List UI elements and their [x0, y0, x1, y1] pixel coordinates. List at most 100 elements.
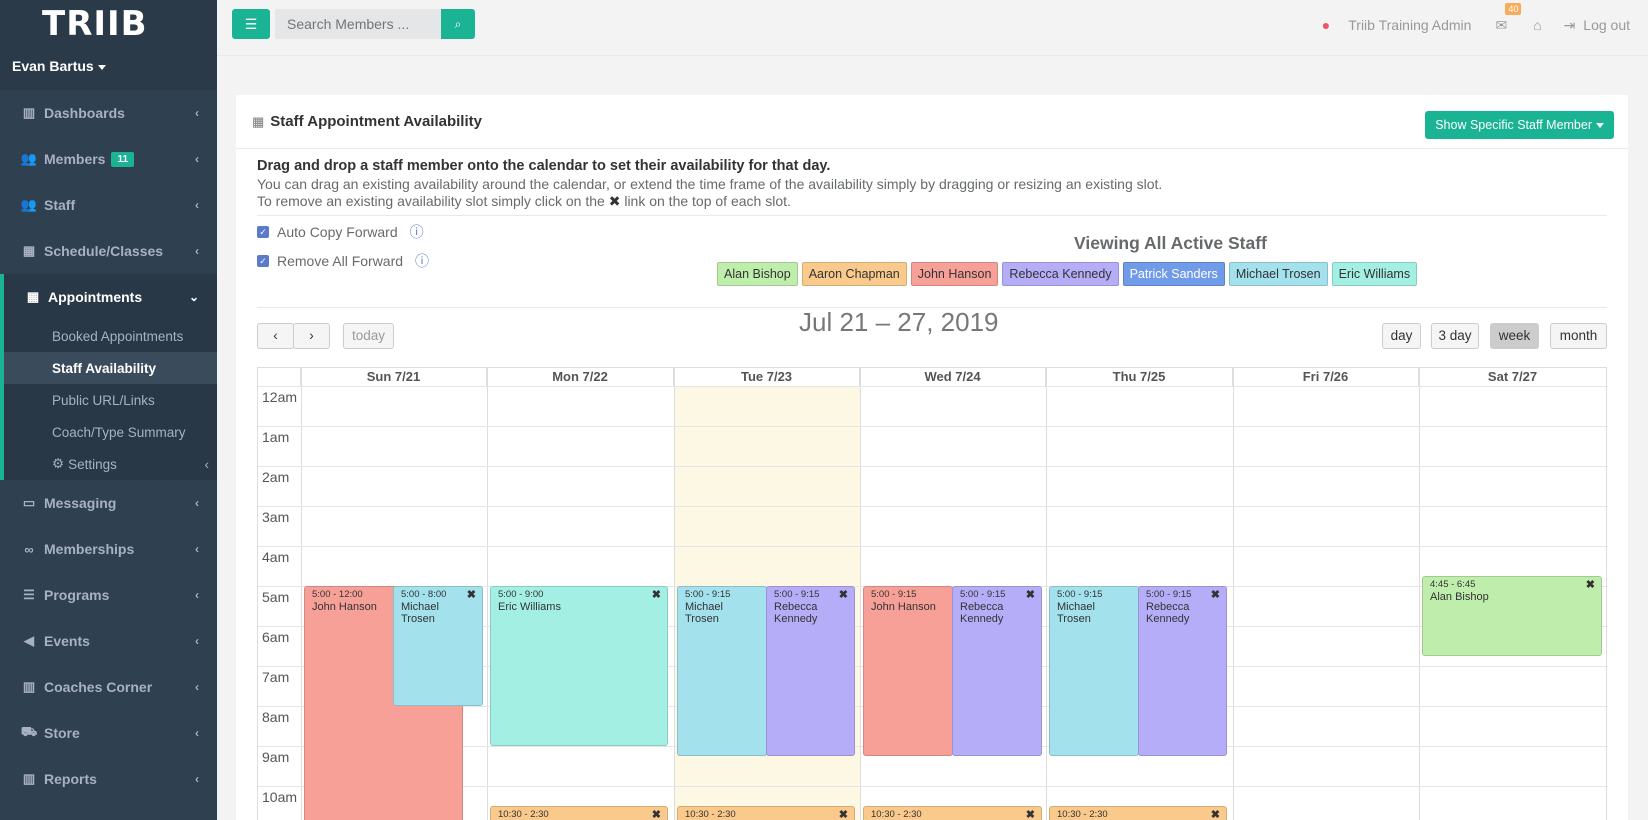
chevron-left-icon: ‹: [195, 588, 199, 602]
availability-slot[interactable]: 5:00 - 9:15 John Hanson: [863, 586, 953, 756]
slot-staff: Rebecca Kennedy: [960, 601, 1004, 625]
hour-label: 12am: [262, 389, 298, 405]
bar-chart-icon: ▥: [22, 105, 36, 120]
info-icon[interactable]: ⓘ: [409, 224, 424, 240]
caret-down-icon: [1596, 123, 1604, 129]
hour-row: 10am: [258, 786, 1608, 805]
sidebar-item-events[interactable]: ◀ Events ‹: [0, 618, 217, 664]
slot-time: 5:00 - 9:15: [871, 589, 917, 600]
remove-slot-icon[interactable]: ✖: [1585, 579, 1595, 591]
availability-slot[interactable]: ✖ 5:00 - 8:00 Michael Trosen: [393, 586, 483, 706]
admin-name[interactable]: Triib Training Admin: [1348, 17, 1472, 33]
slot-time: 5:00 - 9:15: [1146, 589, 1192, 600]
sidebar-item-label: Reports: [44, 771, 97, 787]
sidebar-item-label: Schedule/Classes: [44, 243, 164, 259]
today-button[interactable]: today: [343, 323, 394, 349]
next-week-button[interactable]: ›: [293, 323, 330, 349]
staff-chip-patrick-sanders[interactable]: Patrick Sanders: [1122, 262, 1225, 286]
menu-toggle-button[interactable]: ☰: [232, 9, 270, 39]
availability-slot[interactable]: ✖ 4:45 - 6:45 Alan Bishop: [1422, 576, 1602, 656]
panel-header: ▦ Staff Appointment Availability Show Sp…: [236, 95, 1628, 149]
divider: [257, 307, 1607, 308]
day-header: Tue 7/23: [674, 368, 860, 386]
remove-slot-icon[interactable]: ✖: [1025, 809, 1035, 820]
chevron-left-icon: ‹: [195, 772, 199, 786]
bullhorn-icon: ◀: [24, 633, 34, 648]
staff-chip-john-hanson[interactable]: John Hanson: [910, 262, 999, 286]
sidebar-item-programs[interactable]: ☰ Programs ‹: [0, 572, 217, 618]
staff-chip-alan-bishop[interactable]: Alan Bishop: [717, 262, 798, 286]
remove-slot-icon[interactable]: ✖: [1210, 809, 1220, 820]
inbox-icon: ▭: [22, 495, 36, 510]
day-header: Mon 7/22: [487, 368, 674, 386]
hour-label: 1am: [262, 429, 290, 445]
availability-slot[interactable]: ✖ 5:00 - 9:15 Rebecca Kennedy: [952, 586, 1042, 756]
mail-button[interactable]: ✉ 40: [1483, 2, 1522, 34]
sidebar-item-appointments[interactable]: ▦ Appointments ⌄: [0, 274, 217, 320]
hour-row: 3am: [258, 506, 1608, 525]
bar-chart-icon: ▥: [22, 771, 36, 786]
user-menu[interactable]: Evan Bartus: [12, 58, 106, 74]
search-button[interactable]: ⌕: [441, 9, 475, 39]
availability-slot[interactable]: ✖ 10:30 - 2:30: [490, 806, 668, 820]
submenu-settings[interactable]: ⚙ Settings ‹: [4, 448, 217, 480]
view-3day-button[interactable]: 3 day: [1431, 323, 1479, 349]
show-specific-staff-button[interactable]: Show Specific Staff Member: [1425, 111, 1614, 139]
sidebar-item-label: Appointments: [48, 289, 143, 305]
view-month-button[interactable]: month: [1550, 323, 1607, 349]
availability-slot[interactable]: ✖ 10:30 - 2:30: [677, 806, 855, 820]
view-week-button[interactable]: week: [1490, 323, 1539, 349]
sidebar-item-schedule[interactable]: ▦ Schedule/Classes ‹: [0, 228, 217, 274]
remove-slot-icon[interactable]: ✖: [1025, 589, 1035, 601]
remove-all-checkbox[interactable]: ✓: [257, 255, 269, 267]
divider: [257, 215, 1607, 216]
availability-slot[interactable]: 5:00 - 9:15 Michael Trosen: [677, 586, 767, 756]
home-icon[interactable]: ⌂: [1533, 17, 1542, 33]
remove-slot-icon[interactable]: ✖: [838, 809, 848, 820]
remove-all-label: Remove All Forward: [277, 253, 404, 269]
availability-slot[interactable]: ✖ 5:00 - 9:00 Eric Williams: [490, 586, 668, 746]
auto-copy-label: Auto Copy Forward: [277, 224, 398, 240]
sidebar-item-coaches-corner[interactable]: ▥ Coaches Corner ‹: [0, 664, 217, 710]
staff-chip-eric-williams[interactable]: Eric Williams: [1331, 262, 1418, 286]
availability-slot[interactable]: ✖ 10:30 - 2:30: [863, 806, 1042, 820]
sidebar-item-members[interactable]: 👥 Members 11 ‹: [0, 136, 217, 182]
availability-slot[interactable]: 5:00 - 9:15 Michael Trosen: [1049, 586, 1139, 756]
search-input[interactable]: [275, 9, 441, 39]
sidebar-item-staff[interactable]: 👥 Staff ‹: [0, 182, 217, 228]
sidebar-item-messaging[interactable]: ▭ Messaging ‹: [0, 480, 217, 526]
staff-chip-michael-trosen[interactable]: Michael Trosen: [1228, 262, 1328, 286]
remove-slot-icon[interactable]: ✖: [838, 589, 848, 601]
submenu-public-url[interactable]: Public URL/Links: [52, 392, 155, 408]
sidebar-item-memberships[interactable]: ∞ Memberships ‹: [0, 526, 217, 572]
sidebar-item-store[interactable]: ⛟ Store ‹: [0, 710, 217, 756]
remove-slot-icon[interactable]: ✖: [1210, 589, 1220, 601]
submenu-booked-appointments[interactable]: Booked Appointments: [52, 328, 184, 344]
availability-slot[interactable]: ✖ 5:00 - 9:15 Rebecca Kennedy: [766, 586, 855, 756]
prev-week-button[interactable]: ‹: [257, 323, 294, 349]
sidebar-item-reports[interactable]: ▥ Reports ‹: [0, 756, 217, 802]
triib-logo[interactable]: TRIIB: [42, 4, 148, 44]
mail-count-badge: 40: [1505, 2, 1522, 15]
calendar-icon: ▦: [26, 289, 40, 304]
chevron-right-icon: ›: [309, 328, 314, 343]
auto-copy-checkbox[interactable]: ✓: [257, 226, 269, 238]
view-day-button[interactable]: day: [1382, 323, 1421, 349]
sidebar-item-dashboards[interactable]: ▥ Dashboards ‹: [0, 90, 217, 136]
chevron-left-icon: ‹: [195, 152, 199, 166]
slot-time: 4:45 - 6:45: [1430, 579, 1476, 590]
logout-button[interactable]: ⇥ Log out: [1564, 17, 1630, 34]
remove-slot-icon[interactable]: ✖: [651, 809, 661, 820]
apple-icon[interactable]: ●: [1321, 17, 1331, 33]
slot-time: 5:00 - 9:00: [498, 589, 544, 600]
staff-chip-aaron-chapman[interactable]: Aaron Chapman: [801, 262, 907, 286]
availability-slot[interactable]: ✖ 10:30 - 2:30: [1049, 806, 1227, 820]
remove-slot-icon[interactable]: ✖: [466, 589, 476, 601]
availability-slot[interactable]: ✖ 5:00 - 9:15 Rebecca Kennedy: [1138, 586, 1227, 756]
remove-slot-icon[interactable]: ✖: [651, 589, 661, 601]
info-icon[interactable]: ⓘ: [415, 253, 430, 269]
grid-line: [1233, 368, 1234, 820]
submenu-staff-availability[interactable]: Staff Availability: [4, 352, 217, 384]
staff-chip-rebecca-kennedy[interactable]: Rebecca Kennedy: [1002, 262, 1119, 286]
submenu-coach-type-summary[interactable]: Coach/Type Summary: [52, 424, 186, 440]
